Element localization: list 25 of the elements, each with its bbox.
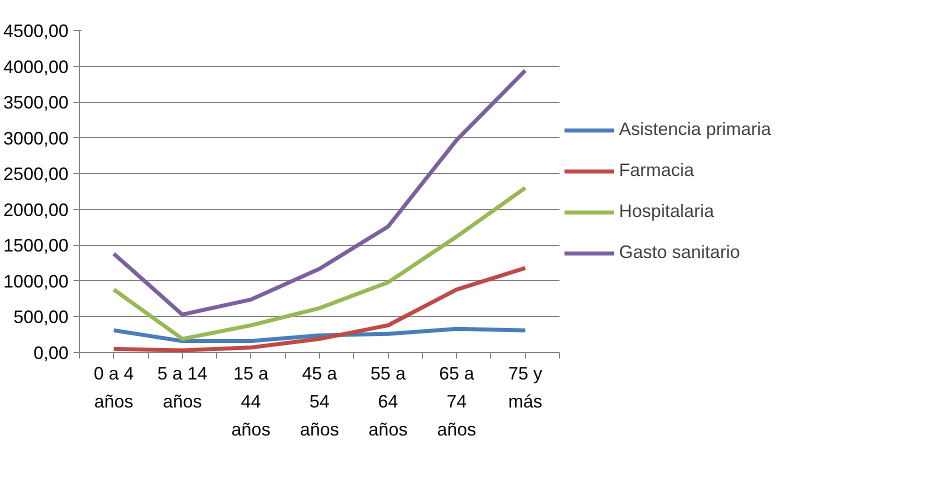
x-tick-label: 5 a 14 años xyxy=(157,364,208,412)
legend-label: Asistencia primaria xyxy=(619,119,772,140)
x-tick-label: 65 a 74 años xyxy=(437,364,476,440)
x-tick-label: 0 a 4 años xyxy=(94,364,134,412)
y-tick-label: 4500,00 xyxy=(3,21,69,41)
y-tick-label: 3500,00 xyxy=(3,92,69,113)
y-tick-label: 4000,00 xyxy=(3,56,69,77)
y-tick-label: 1000,00 xyxy=(3,271,69,292)
x-tick-label: 75 y más xyxy=(508,364,542,412)
y-tick-label: 3000,00 xyxy=(3,128,69,148)
x-tick-label: 55 a 64 años xyxy=(368,364,408,440)
y-tick-label: 0,00 xyxy=(33,343,69,363)
legend-label: Farmacia xyxy=(619,160,694,181)
line-series xyxy=(112,326,528,344)
line-series xyxy=(112,68,528,317)
x-tick-label: 15 a 44 años xyxy=(231,364,270,440)
legend-label: Hospitalaria xyxy=(619,201,714,222)
legend-label: Gasto sanitario xyxy=(619,242,740,263)
y-tick-label: 2500,00 xyxy=(3,164,69,184)
line-series xyxy=(112,186,528,341)
y-tick-label: 500,00 xyxy=(13,307,69,328)
y-tick-label: 2000,00 xyxy=(3,200,69,220)
y-tick-label: 1500,00 xyxy=(3,236,69,256)
line-series xyxy=(112,266,528,352)
x-tick-label: 45 a 54 años xyxy=(300,364,340,440)
